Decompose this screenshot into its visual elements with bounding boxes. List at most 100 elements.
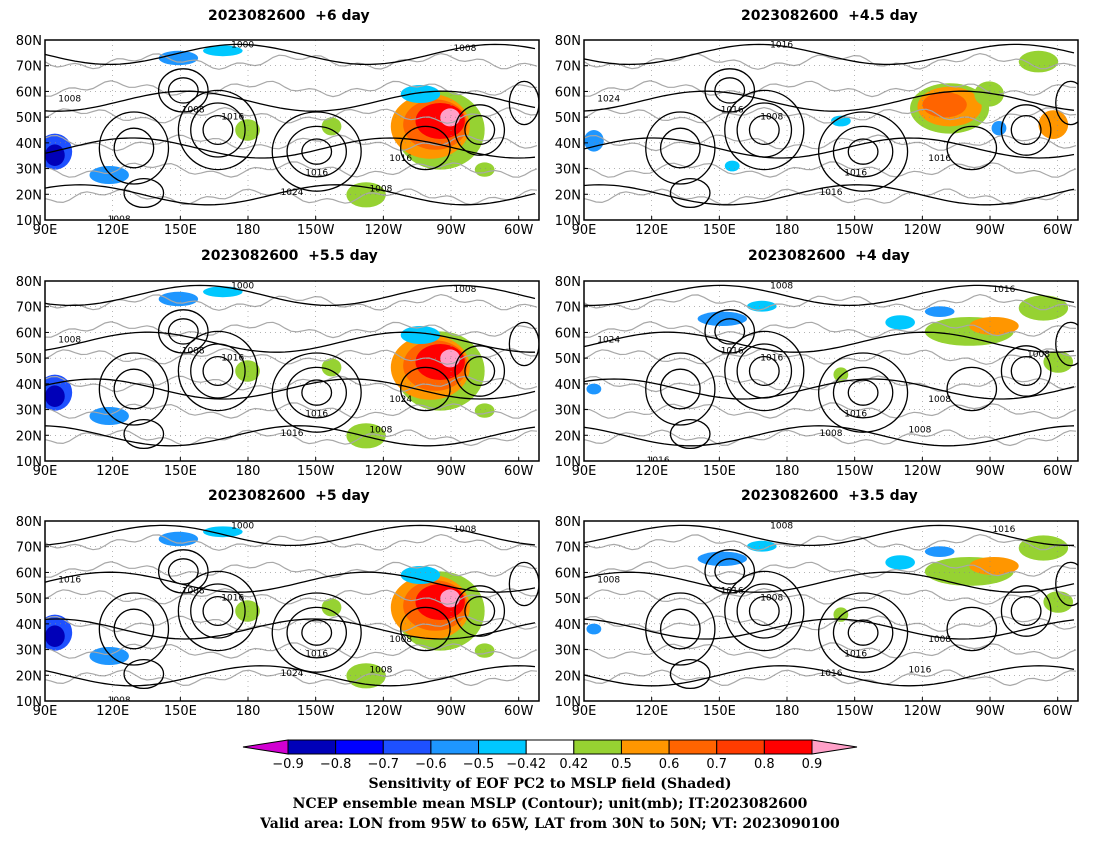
contour-label: 1000 [231,522,254,532]
sensitivity-shading [833,367,849,382]
contour-label: 1008 [182,586,205,596]
colorbar-tick-label: 0.5 [611,757,632,772]
contour-label: 1016 [221,113,244,123]
lat-label: 50N [555,111,581,126]
lon-label: 180 [775,223,800,238]
colorbar-swatch [335,739,384,755]
contour-label: 1016 [221,354,244,364]
lon-label: 150W [836,464,874,479]
colorbar-tick-label: −0.7 [367,757,399,772]
sensitivity-shading [924,306,955,317]
sensitivity-shading [321,598,342,617]
contour-label: 1016 [721,105,744,115]
panel-title-3: 2023082600 +5.5 day [201,248,378,264]
coastline [45,669,538,687]
lon-label: 120E [96,464,129,479]
colorbar-swatch [525,739,575,755]
mslp-contour [584,284,1075,307]
mslp-contour [817,111,909,192]
lat-label: 80N [16,34,42,49]
coastline [584,293,1077,311]
caption-line-1: Sensitivity of EOF PC2 to MSLP field (Sh… [368,776,732,792]
lon-label: 90W [975,704,1005,719]
colorbar-tick-label: −0.8 [320,757,352,772]
lat-label: 10N [16,695,42,710]
lat-label: 20N [555,188,581,203]
contour-label: 1008 [760,594,783,604]
lat-label: 60N [555,85,581,100]
contour-label: 1008 [389,635,412,645]
sensitivity-shading [474,162,495,177]
mslp-contour [669,177,711,209]
map-panel: 101610161008102410161016101680N70N60N50N… [555,34,1079,238]
contour-label: 1016 [58,576,81,586]
coastline [584,402,1077,419]
lon-label: 150W [297,223,335,238]
mslp-contour [177,89,259,171]
mslp-contour [45,284,536,307]
colorbar-swatch [620,739,670,755]
lon-label: 90E [572,223,597,238]
lat-label: 20N [555,429,581,444]
lon-label: 90E [33,704,58,719]
coastline [45,642,538,659]
mslp-contour [659,608,701,650]
map-panel: 1000100810161016101610241008100810081008… [16,515,540,719]
contour-label: 1016 [992,285,1015,295]
lat-label: 20N [16,188,42,203]
sensitivity-shading [400,85,441,103]
contour-label: 1016 [305,649,328,659]
contour-label: 1008 [58,95,81,105]
mslp-contour [301,619,333,646]
panel-title-2: 2023082600 +4.5 day [741,8,918,24]
lat-label: 30N [555,404,581,419]
lat-label: 10N [555,695,581,710]
mslp-contour [202,114,234,146]
lat-label: 40N [16,137,42,152]
coastline [45,402,538,419]
mslp-contour [584,524,1075,547]
mslp-contour [1010,355,1042,387]
mslp-contour [45,665,536,687]
lat-label: 30N [16,404,42,419]
lat-label: 40N [555,378,581,393]
mslp-contour [659,127,701,169]
contour-label: 1000 [231,41,254,51]
colorbar-swatch [573,739,622,755]
sensitivity-shading [235,600,260,622]
mslp-contour [659,368,701,410]
panel-frame [583,39,1079,221]
mslp-contour [271,592,362,673]
lat-label: 10N [16,214,42,229]
colorbar-swatch [430,739,480,755]
sensitivity-shading [89,166,129,184]
caption-line-2: NCEP ensemble mean MSLP (Contour); unit(… [292,796,808,812]
lat-label: 60N [555,326,581,341]
sensitivity-shading [586,383,602,395]
panel-title-1: 2023082600 +6 day [208,8,370,24]
contour-label: 1016 [820,669,843,679]
contour-label: 1016 [305,409,328,419]
lat-label: 50N [16,352,42,367]
lon-label: 150W [297,704,335,719]
mslp-contour [167,318,199,345]
contour-label: 1016 [992,525,1015,535]
mslp-contour [45,184,536,206]
sensitivity-shading [158,291,199,307]
mslp-contour [400,125,451,171]
sensitivity-shading [45,144,65,166]
mslp-contour [98,592,170,666]
mslp-contour [464,114,496,146]
mslp-contour [190,102,246,158]
sensitivity-shading [235,119,260,141]
lon-label: 120E [635,704,668,719]
map-panel: 1000100810161008101610241016100810081008… [16,34,540,238]
lat-label: 60N [16,85,42,100]
contour-label: 1008 [182,346,205,356]
lat-label: 70N [555,301,581,316]
sensitivity-shading [747,540,777,552]
lat-label: 20N [16,669,42,684]
contour-label: 1024 [281,669,304,679]
coastline [584,106,1077,124]
mslp-contour [645,352,716,426]
